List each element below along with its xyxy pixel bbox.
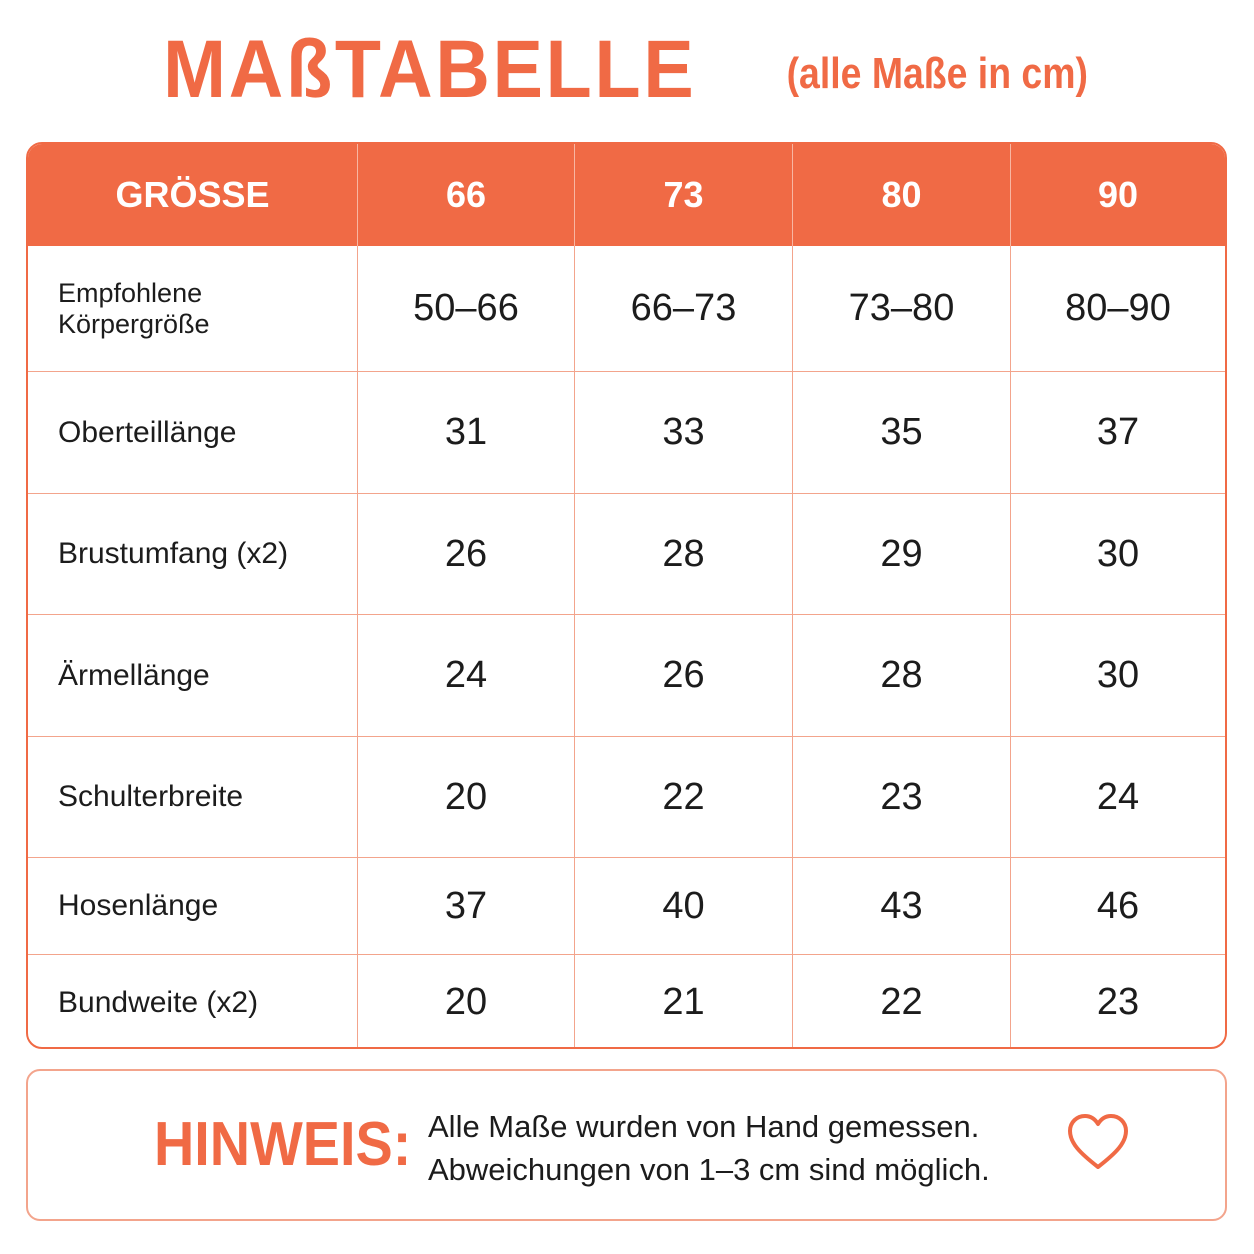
- table-cell: 20: [358, 955, 575, 1047]
- row-label: Ärmellänge: [28, 615, 358, 737]
- table-cell: 24: [358, 615, 575, 737]
- table-cell: 80–90: [1011, 246, 1225, 372]
- table-cell: 26: [575, 615, 793, 737]
- table-cell: 22: [793, 955, 1011, 1047]
- header-size-80: 80: [793, 144, 1011, 246]
- row-label: Oberteillänge: [28, 372, 358, 494]
- header-size-66: 66: [358, 144, 575, 246]
- table-cell: 21: [575, 955, 793, 1047]
- page-title: MAßTABELLE: [163, 24, 697, 115]
- table-cell: 43: [793, 858, 1011, 955]
- table-cell: 35: [793, 372, 1011, 494]
- row-label: Brustumfang (x2): [28, 494, 358, 615]
- header-size-label: GRÖSSE: [28, 144, 358, 246]
- note-label: HINWEIS:: [154, 1110, 412, 1179]
- note-line-1: Alle Maße wurden von Hand gemessen.: [428, 1109, 980, 1144]
- page-subtitle: (alle Maße in cm): [786, 49, 1088, 98]
- row-label: Schulterbreite: [28, 737, 358, 858]
- table-cell: 28: [793, 615, 1011, 737]
- table-cell: 28: [575, 494, 793, 615]
- table-cell: 73–80: [793, 246, 1011, 372]
- table-cell: 66–73: [575, 246, 793, 372]
- table-cell: 23: [1096, 981, 1140, 1023]
- row-label: Bundweite (x2): [28, 955, 358, 1047]
- table-cell: 40: [575, 858, 793, 955]
- table-cell: 31: [358, 372, 575, 494]
- table-cell: 46: [1011, 858, 1225, 955]
- table-cell: 33: [575, 372, 793, 494]
- table-cell: 37: [358, 858, 575, 955]
- header-size-73: 73: [575, 144, 793, 246]
- table-cell: 22: [575, 737, 793, 858]
- table-cell: 50–66: [358, 246, 575, 372]
- table-cell: 23: [793, 737, 1011, 858]
- table-cell: 20: [358, 737, 575, 858]
- table-cell: 24: [1011, 737, 1225, 858]
- table-cell: 26: [358, 494, 575, 615]
- header-size-90: 90: [1011, 144, 1225, 246]
- note-line-2: Abweichungen von 1–3 cm sind möglich.: [428, 1152, 990, 1187]
- size-table: GRÖSSE 66 73 80 90 Empfohlene Körpergröße 50–6…: [26, 142, 1227, 1049]
- row-label: Empfohlene Körpergröße: [28, 246, 358, 372]
- table-cell: 29: [793, 494, 1011, 615]
- table-cell: 30: [1011, 494, 1225, 615]
- note-text: Alle Maße wurden von Hand gemessen. Abwe…: [428, 1105, 990, 1191]
- note-box: HINWEIS: Alle Maße wurden von Hand gemes…: [26, 1069, 1227, 1221]
- row-label: Hosenlänge: [28, 858, 358, 955]
- table-cell: 30: [1011, 615, 1225, 737]
- table-cell: 37: [1011, 372, 1225, 494]
- title-bar: MAßTABELLE (alle Maße in cm): [0, 20, 1254, 120]
- heart-icon: [1068, 1114, 1128, 1169]
